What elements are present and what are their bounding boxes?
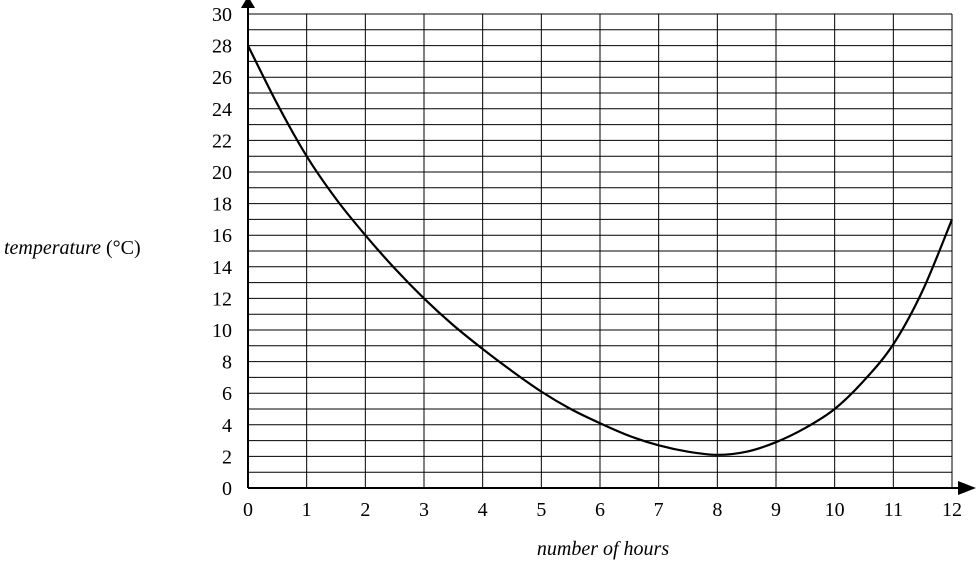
x-tick-label: 3 — [419, 499, 429, 521]
y-tick-label: 22 — [212, 130, 232, 152]
y-tick-label: 8 — [222, 352, 232, 374]
y-tick-label: 20 — [212, 162, 232, 184]
y-axis-label-name: temperature — [4, 237, 101, 259]
y-tick-label: 6 — [222, 383, 232, 405]
x-tick-label: 8 — [712, 499, 722, 521]
y-axis-label-unit: (°C) — [101, 237, 141, 259]
temperature-curve — [247, 45, 954, 456]
x-tick-label: 5 — [536, 499, 546, 521]
x-tick-label: 0 — [243, 499, 253, 521]
y-axis-label: temperature (°C) — [4, 237, 141, 259]
y-tick-label: 14 — [212, 257, 232, 279]
y-tick-label: 18 — [212, 194, 232, 216]
x-tick-label: 4 — [478, 499, 488, 521]
y-tick-label: 4 — [222, 415, 232, 437]
y-tick-label: 24 — [212, 99, 232, 121]
grid — [247, 13, 953, 489]
x-tick-label: 9 — [771, 499, 781, 521]
x-tick-label: 2 — [360, 499, 370, 521]
x-tick-labels: 0 1 2 3 4 5 6 7 8 9 10 11 12 — [243, 499, 962, 521]
y-tick-label: 28 — [212, 36, 232, 58]
x-tick-label: 12 — [942, 499, 962, 521]
y-tick-label: 0 — [222, 478, 232, 500]
y-tick-label: 16 — [212, 225, 232, 247]
y-tick-label: 12 — [212, 288, 232, 310]
y-tick-label: 2 — [222, 446, 232, 468]
x-tick-label: 6 — [595, 499, 605, 521]
x-axis-arrow — [958, 481, 976, 495]
axes — [241, 0, 976, 495]
x-tick-label: 11 — [884, 499, 903, 521]
y-tick-label: 30 — [212, 4, 232, 26]
x-tick-label: 10 — [825, 499, 845, 521]
x-tick-label: 7 — [654, 499, 664, 521]
y-axis-arrow — [241, 0, 255, 8]
x-axis-label: number of hours — [537, 538, 669, 560]
x-tick-label: 1 — [302, 499, 312, 521]
y-tick-label: 26 — [212, 67, 232, 89]
y-tick-label: 10 — [212, 320, 232, 342]
